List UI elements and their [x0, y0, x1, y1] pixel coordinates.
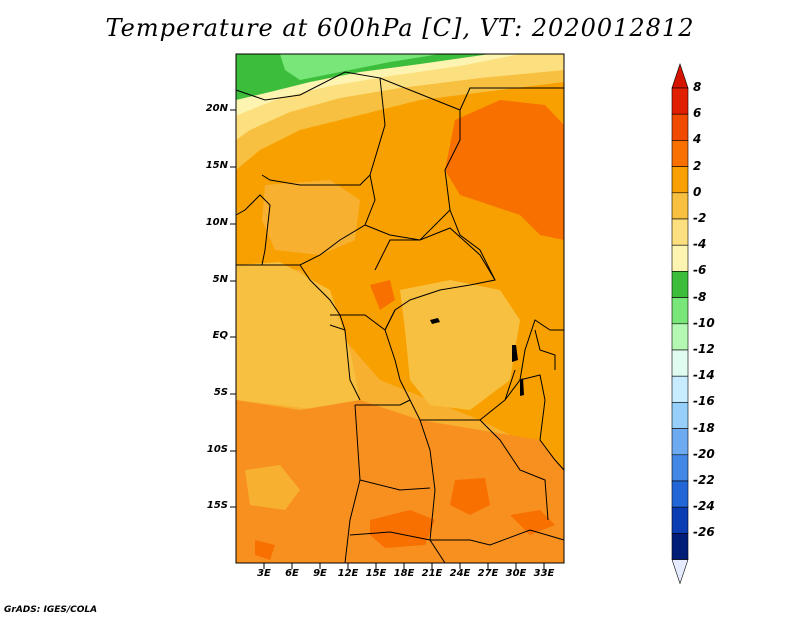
lon-label: 21E [421, 568, 443, 579]
colorbar-swatch [671, 140, 689, 167]
colorbar-swatch [671, 244, 689, 272]
colorbar-label: -18 [693, 420, 715, 435]
lat-label: 20N [205, 103, 228, 114]
colorbar-swatch [671, 402, 689, 429]
lat-label: 5S [213, 387, 228, 398]
lat-label: EQ [212, 330, 228, 341]
colorbar-swatch [671, 297, 689, 325]
colorbar-swatch [671, 480, 689, 508]
colorbar-swatch [671, 454, 689, 482]
credit-text: GrADS: IGES/COLA [4, 605, 98, 615]
lat-label: 10S [206, 444, 228, 455]
colorbar-label: 0 [693, 184, 702, 199]
lon-label: 12E [337, 568, 359, 579]
colorbar-swatch [671, 506, 689, 534]
lat-label: 5N [212, 274, 228, 285]
colorbar-swatch [671, 533, 689, 560]
colorbar-label: -12 [693, 342, 715, 356]
colorbar-swatch [671, 349, 689, 377]
colorbar-label: -2 [693, 211, 707, 225]
colorbar-label: -4 [693, 237, 707, 252]
colorbar-swatch [671, 166, 689, 194]
colorbar-top-arrow [671, 63, 689, 89]
lat-label: 10N [205, 217, 228, 228]
colorbar-swatch [671, 192, 689, 220]
colorbar-bottom-arrow [671, 559, 689, 585]
colorbar-label: -8 [693, 289, 707, 304]
colorbar-swatch [671, 113, 689, 141]
lakes [430, 318, 524, 396]
colorbar-label: -14 [693, 368, 715, 383]
map-title: Temperature at 600hPa [C], VT: 202001281… [105, 14, 695, 42]
colorbar-swatch [671, 375, 689, 403]
colorbar-label: 6 [693, 106, 702, 121]
lon-label: 27E [477, 568, 499, 579]
axis-ticks [230, 109, 545, 569]
lon-label: 30E [505, 568, 527, 579]
lon-label: 15E [365, 568, 387, 579]
colorbar-label: -10 [693, 315, 715, 330]
lat-label: 15S [206, 500, 228, 511]
plot-frame [235, 53, 565, 564]
lon-label: 24E [449, 568, 471, 579]
colorbar-label: -22 [693, 473, 715, 487]
lon-label: 33E [533, 568, 555, 579]
colorbar-label: 2 [693, 158, 702, 173]
colorbar-label: 4 [693, 132, 702, 147]
colorbar-swatch [671, 87, 689, 115]
lon-label: 9E [313, 568, 327, 579]
temperature-field [236, 54, 564, 563]
colorbar-swatch [671, 218, 689, 246]
country-borders [235, 71, 565, 564]
colorbar-label: -6 [693, 263, 707, 278]
colorbar-swatch [671, 271, 689, 298]
colorbar-swatch [671, 428, 689, 456]
colorbar-label: 8 [693, 80, 702, 94]
lat-label: 15N [205, 160, 228, 171]
lon-label: 18E [393, 568, 415, 579]
lon-label: 3E [257, 568, 271, 579]
colorbar-label: -24 [693, 499, 715, 514]
colorbar-label: -26 [693, 525, 715, 540]
colorbar-label: -20 [693, 446, 715, 461]
lon-label: 6E [285, 568, 299, 579]
colorbar-label: -16 [693, 394, 715, 409]
colorbar [671, 63, 689, 585]
colorbar-swatch [671, 323, 689, 351]
